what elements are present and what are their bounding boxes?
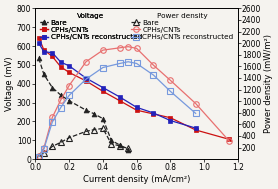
- Y-axis label: Voltage (mV): Voltage (mV): [5, 57, 14, 111]
- X-axis label: Current density (mA/cm²): Current density (mA/cm²): [83, 175, 190, 184]
- Legend: Bare, CPHs/CNTs, CPHs/CNTs reconstructed: Bare, CPHs/CNTs, CPHs/CNTs reconstructed: [131, 12, 234, 41]
- Y-axis label: Power density (mW/m²): Power density (mW/m²): [264, 34, 273, 133]
- Legend: Bare, CPHs/CNTs, CPHs/CNTs reconstructed: Bare, CPHs/CNTs, CPHs/CNTs reconstructed: [39, 12, 143, 41]
